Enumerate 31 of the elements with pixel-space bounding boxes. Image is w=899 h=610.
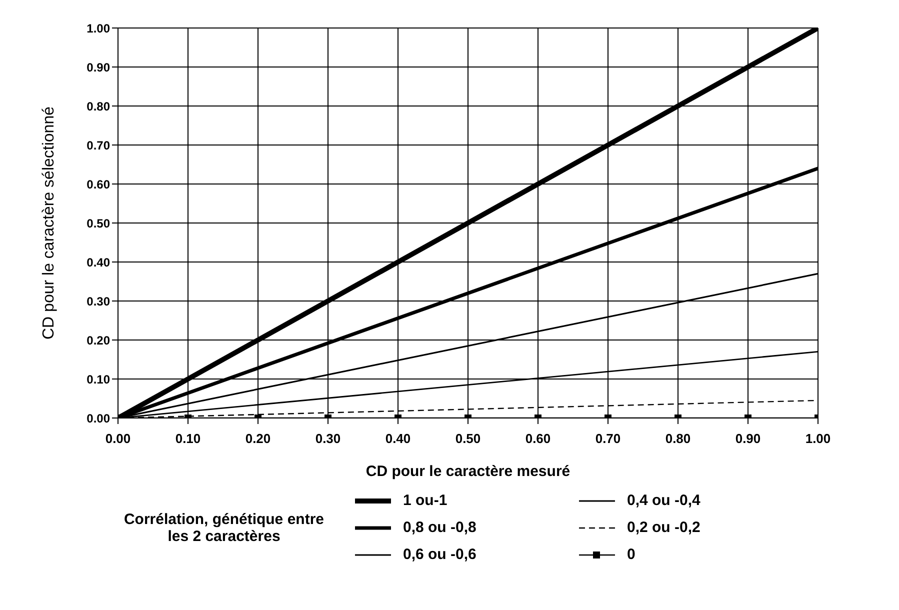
legend-label: 0,8 ou -0,8 bbox=[403, 519, 476, 536]
y-tick-label: 0.70 bbox=[86, 138, 110, 152]
x-tick-label: 0.00 bbox=[105, 431, 131, 446]
y-tick-label: 1.00 bbox=[86, 21, 110, 36]
x-axis-title: CD pour le caractère mesuré bbox=[366, 463, 570, 480]
y-tick-label: 0.40 bbox=[86, 255, 110, 270]
legend-label: 0,6 ou -0,6 bbox=[403, 546, 476, 563]
x-tick-label: 0.10 bbox=[175, 431, 201, 446]
x-tick-label: 0.50 bbox=[455, 431, 481, 446]
x-tick-label: 0.80 bbox=[665, 431, 691, 446]
x-tick-label: 0.30 bbox=[315, 431, 341, 446]
x-tick-label: 1.00 bbox=[805, 431, 831, 446]
y-tick-label: 0.60 bbox=[86, 177, 110, 192]
y-tick-label: 0.90 bbox=[86, 60, 110, 74]
y-tick-label: 0.30 bbox=[86, 294, 110, 308]
legend-label: 0 bbox=[627, 546, 636, 563]
y-axis-title: CD pour le caractère sélectionné bbox=[40, 106, 58, 340]
y-tick-label: 0.50 bbox=[86, 216, 110, 230]
x-tick-label: 0.60 bbox=[525, 431, 551, 446]
legend-title: Corrélation, génétique entre les 2 caractères bbox=[122, 510, 326, 544]
x-tick-label: 0.90 bbox=[735, 431, 761, 446]
y-tick-label: 0.10 bbox=[86, 372, 110, 386]
legend-label: 0,4 ou -0,4 bbox=[627, 492, 700, 509]
y-tick-label: 0.80 bbox=[86, 99, 110, 114]
y-tick-label: 0.00 bbox=[86, 411, 110, 426]
legend-label: 1 ou-1 bbox=[403, 492, 448, 509]
x-tick-label: 0.40 bbox=[385, 431, 411, 446]
x-tick-label: 0.20 bbox=[245, 431, 271, 446]
x-tick-label: 0.70 bbox=[595, 431, 621, 446]
legend-label: 0,2 ou -0,2 bbox=[627, 519, 700, 536]
y-tick-label: 0.20 bbox=[86, 333, 110, 348]
